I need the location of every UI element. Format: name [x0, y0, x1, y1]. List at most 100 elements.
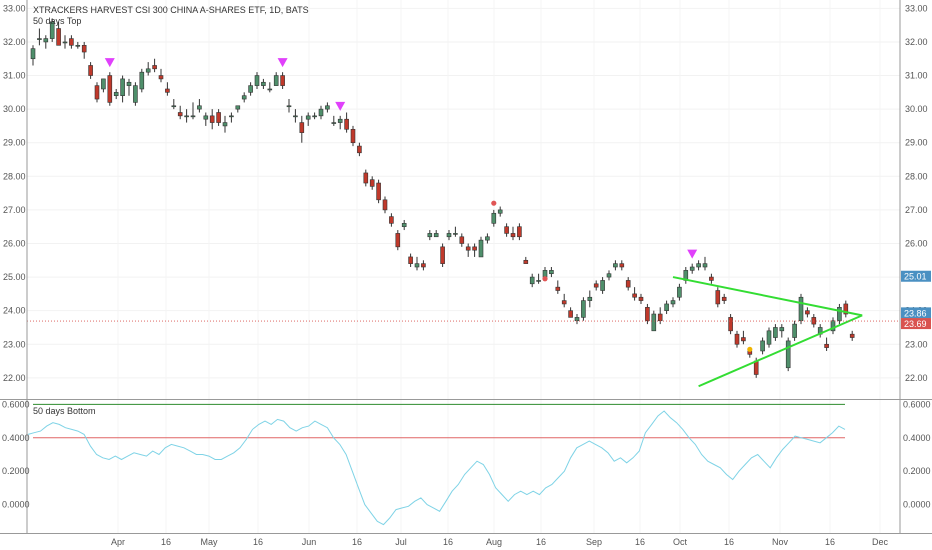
time-tick-label: 16 [352, 537, 362, 547]
time-tick-label: Dec [872, 537, 889, 547]
candle-body [395, 233, 401, 248]
candle-body [702, 263, 708, 268]
candle-body [728, 317, 733, 332]
candle-body [849, 333, 855, 338]
time-tick-label: May [200, 537, 218, 547]
candle-body [248, 85, 253, 93]
price-tick-label-right: 33.00 [905, 3, 928, 13]
oscillator-pane[interactable] [27, 403, 846, 526]
top-marker-triangle [335, 101, 346, 111]
candle-body [632, 293, 637, 298]
candle-body [568, 310, 573, 318]
bottom-indicator-label: 50 days Bottom [33, 406, 96, 416]
candle-body [177, 112, 183, 117]
candle-body [805, 310, 810, 315]
candle-body [113, 92, 119, 96]
candle-body [497, 209, 503, 214]
price-badge-label: 25.01 [904, 272, 927, 282]
candle-body [465, 246, 471, 251]
time-tick-label: Nov [772, 537, 789, 547]
oscillator-tick-label-right: 0.2000 [903, 466, 931, 476]
candle-body [216, 112, 221, 123]
price-tick-label-left: 26.00 [3, 238, 26, 248]
candle-body [69, 38, 74, 46]
candle-body [491, 212, 497, 224]
price-tick-label-right: 26.00 [905, 238, 928, 248]
candle-body [670, 300, 676, 305]
signal-dot-marker [542, 276, 548, 282]
time-tick-label: 16 [825, 537, 835, 547]
candle-body [267, 88, 273, 91]
candle-body [158, 75, 164, 80]
candle-body [715, 290, 721, 305]
signal-dot-marker [491, 200, 497, 206]
price-tick-label-right: 27.00 [905, 205, 928, 215]
time-tick-label: 16 [443, 537, 453, 547]
oscillator-tick-label-right: 0.0000 [903, 500, 931, 510]
candle-body [830, 320, 836, 332]
candle-body [337, 118, 343, 123]
candle-body [273, 75, 279, 86]
oscillator-tick-label-left: 0.4000 [2, 433, 30, 443]
price-tick-label-left: 22.00 [3, 373, 26, 383]
candle-body [478, 239, 484, 258]
candle-body [753, 360, 759, 375]
price-badge [901, 307, 931, 319]
candle-body [389, 216, 394, 224]
candle-body [369, 179, 375, 187]
time-tick-label: Sep [586, 537, 602, 547]
candle-body [600, 280, 605, 291]
candle-body [43, 38, 49, 43]
candle-body [280, 75, 285, 86]
candle-body [689, 266, 695, 271]
candle-body [459, 236, 465, 244]
candle-body [536, 280, 541, 282]
candle-body [651, 313, 657, 332]
candle-body [190, 115, 196, 118]
price-tick-label-left: 28.00 [3, 171, 26, 181]
candle-body [165, 88, 170, 93]
oscillator-tick-label-left: 0.6000 [2, 399, 30, 409]
oscillator-tick-label-left: 0.2000 [2, 466, 30, 476]
candle-body [696, 263, 701, 268]
price-pane[interactable] [27, 18, 900, 388]
candle-body [325, 105, 330, 110]
price-tick-label-left: 30.00 [3, 104, 26, 114]
candle-body [120, 78, 125, 96]
candle-body [312, 115, 317, 118]
candle-body [414, 263, 420, 268]
price-tick-label-left: 31.00 [3, 71, 26, 81]
time-tick-label: Jun [302, 537, 317, 547]
candle-body [88, 65, 93, 76]
price-tick-label-left: 27.00 [3, 205, 26, 215]
time-tick-label: 16 [635, 537, 645, 547]
candle-body [133, 85, 138, 103]
candle-body [37, 38, 42, 40]
candle-body [555, 286, 561, 291]
top-marker-triangle [277, 58, 288, 68]
price-tick-label-right: 29.00 [905, 138, 928, 148]
candle-body [549, 270, 554, 275]
candle-body [261, 81, 266, 86]
candle-body [798, 296, 804, 322]
candle-body [209, 115, 215, 123]
candle-body [741, 337, 746, 342]
time-tick-label: 16 [161, 537, 171, 547]
candle-body [235, 105, 241, 110]
candle-body [843, 303, 849, 315]
candle-body [376, 182, 381, 201]
candle-body [350, 128, 356, 144]
candle-body [305, 115, 311, 120]
top-marker-triangle [104, 58, 115, 68]
price-tick-label-left: 24.00 [3, 306, 26, 316]
oscillator-tick-label-right: 0.6000 [903, 399, 931, 409]
price-tick-label-right: 32.00 [905, 37, 928, 47]
candle-body [293, 115, 298, 118]
triangle-trendline [672, 276, 863, 317]
candle-body [485, 236, 490, 241]
grid-layer [27, 0, 900, 533]
candle-body [440, 246, 445, 264]
candle-body [664, 303, 669, 311]
candle-body [382, 199, 388, 211]
